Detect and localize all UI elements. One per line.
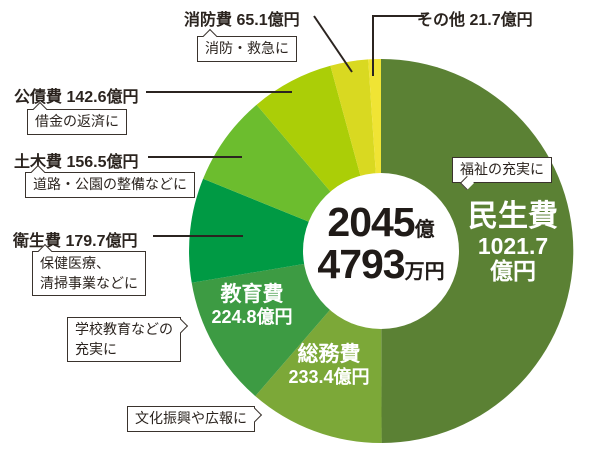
pie-slice-民生費 [381, 58, 574, 444]
total-value2: 4793 [317, 240, 405, 287]
leader-line-shobo [313, 15, 353, 73]
slice-label-minsei: 民生費 1021.7 億円 [448, 200, 578, 285]
callout-eisei-line1: 保健医療、 [40, 255, 110, 271]
label-kosai: 公債費 142.6億円 [14, 89, 139, 106]
callout-kyoiku: 学校教育などの 充実に [67, 317, 189, 363]
slice-label-kyoiku-value: 224.8億円 [211, 306, 293, 327]
callout-kosai-text: 借金の返済に [35, 113, 119, 129]
slice-label-minsei-value: 1021.7 [477, 232, 549, 259]
total-unit2: 万円 [404, 260, 445, 283]
callout-doboku: 道路・公園の整備などに [25, 164, 195, 198]
callout-minsei: 福祉の充実に [452, 157, 552, 190]
slice-label-somu-name: 総務費 [297, 343, 361, 366]
total-value1: 2045 [327, 199, 415, 245]
callout-shobo-text: 消防・救急に [205, 40, 289, 56]
callout-kosai: 借金の返済に [27, 101, 127, 135]
callout-kyoiku-line1: 学校教育などの [75, 321, 173, 337]
slice-label-kyoiku-name: 教育費 [220, 283, 284, 306]
callout-somu: 文化振興や広報に [127, 406, 263, 432]
leader-lines [146, 15, 424, 237]
callout-eisei: 保健医療、 清掃事業などに [32, 243, 146, 297]
total-line2: 4793万円 [301, 240, 461, 287]
callout-eisei-line2: 清掃事業などに [40, 274, 138, 291]
callout-shobo: 消防・救急に [197, 28, 297, 62]
callout-minsei-text: 福祉の充実に [460, 161, 544, 177]
donut-hole [303, 173, 459, 329]
callout-kyoiku-line2: 充実に [75, 340, 117, 357]
callout-somu-text: 文化振興や広報に [135, 410, 247, 426]
total-unit1: 億 [414, 219, 435, 241]
slice-label-minsei-name: 民生費 [468, 200, 558, 233]
callout-doboku-text: 道路・公園の整備などに [33, 176, 187, 192]
label-shobo: 消防費 65.1億円 [184, 12, 300, 29]
total-line1: 2045億 [301, 199, 461, 245]
label-sonota: その他 21.7億円 [417, 12, 533, 29]
label-doboku: 土木費 156.5億円 [14, 154, 139, 171]
slice-label-somu: 総務費 233.4億円 [266, 343, 392, 387]
slice-label-somu-value: 233.4億円 [288, 366, 370, 387]
slice-label-kyoiku: 教育費 224.8億円 [192, 283, 312, 327]
slice-label-minsei-unit: 億円 [490, 258, 536, 285]
leader-line-sonota [372, 15, 424, 76]
total-budget-label: 2045億 4793万円 [301, 199, 461, 287]
label-eisei: 衛生費 179.7億円 [13, 233, 138, 250]
